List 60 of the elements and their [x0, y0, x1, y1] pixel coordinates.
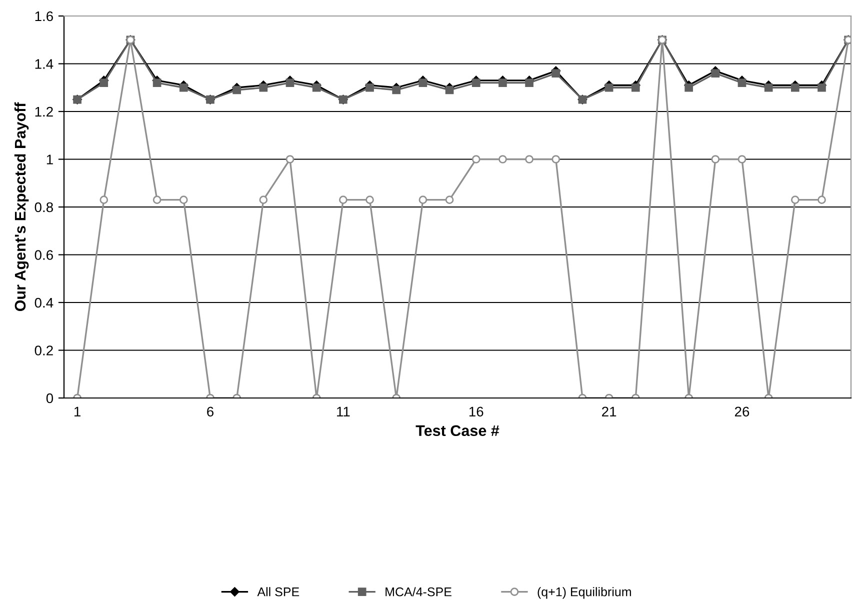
x-tick-label: 11: [337, 406, 350, 416]
x-tick-label: 16: [469, 406, 484, 417]
point: [525, 155, 534, 164]
point: [179, 83, 188, 92]
point: [791, 83, 800, 92]
y-tick-label: 0.4: [34, 298, 54, 308]
point: [791, 196, 800, 204]
point: [339, 196, 348, 204]
y-tick-label: 0.8: [34, 202, 53, 212]
y-tick-label: 1.6: [35, 11, 53, 22]
y-tick-label: 0.2: [34, 346, 53, 356]
point: [445, 86, 454, 94]
point: [312, 83, 321, 92]
y-tick-label: 0: [46, 393, 54, 404]
x-tick-label: 26: [734, 406, 750, 417]
point: [100, 78, 108, 88]
point: [498, 155, 507, 164]
point: [498, 78, 507, 88]
legend-label: MCA/4-SPE: [386, 587, 452, 596]
point: [366, 83, 374, 92]
point: [366, 196, 374, 204]
y-tick-label: 0.6: [34, 250, 53, 260]
point: [179, 196, 188, 204]
x-tick-label: 1: [74, 406, 80, 416]
point: [764, 83, 773, 92]
x-axis-title: Test Case #: [416, 425, 500, 436]
y-tick-label: 1: [46, 154, 53, 164]
point: [552, 155, 560, 164]
point: [152, 196, 162, 204]
legend-label: All SPE: [257, 587, 300, 596]
x-tick-label: 6: [207, 406, 214, 417]
point: [392, 86, 401, 94]
point: [472, 78, 480, 88]
point: [684, 83, 693, 92]
point: [418, 78, 428, 88]
point: [818, 196, 826, 204]
point: [152, 78, 162, 88]
point: [445, 196, 454, 204]
point: [418, 196, 428, 204]
point: [818, 83, 826, 92]
point: [286, 78, 294, 88]
point: [286, 155, 294, 164]
point: [552, 69, 560, 78]
point: [604, 83, 614, 92]
x-tick-label: 21: [602, 406, 616, 416]
point: [232, 86, 241, 94]
point: [259, 196, 268, 204]
point: [738, 155, 746, 164]
y-tick-label: 1.4: [35, 59, 54, 69]
legend-label: (q+1) Equilibrium: [538, 587, 631, 599]
point: [631, 83, 640, 92]
point: [525, 78, 534, 88]
point: [259, 83, 268, 92]
point: [100, 196, 108, 204]
point: [711, 69, 720, 78]
point: [472, 155, 480, 164]
point: [738, 78, 746, 88]
y-tick-label: 1.2: [35, 106, 53, 117]
point: [711, 155, 720, 164]
y-axis-title: Our Agent's Expected Payoff: [14, 102, 29, 312]
